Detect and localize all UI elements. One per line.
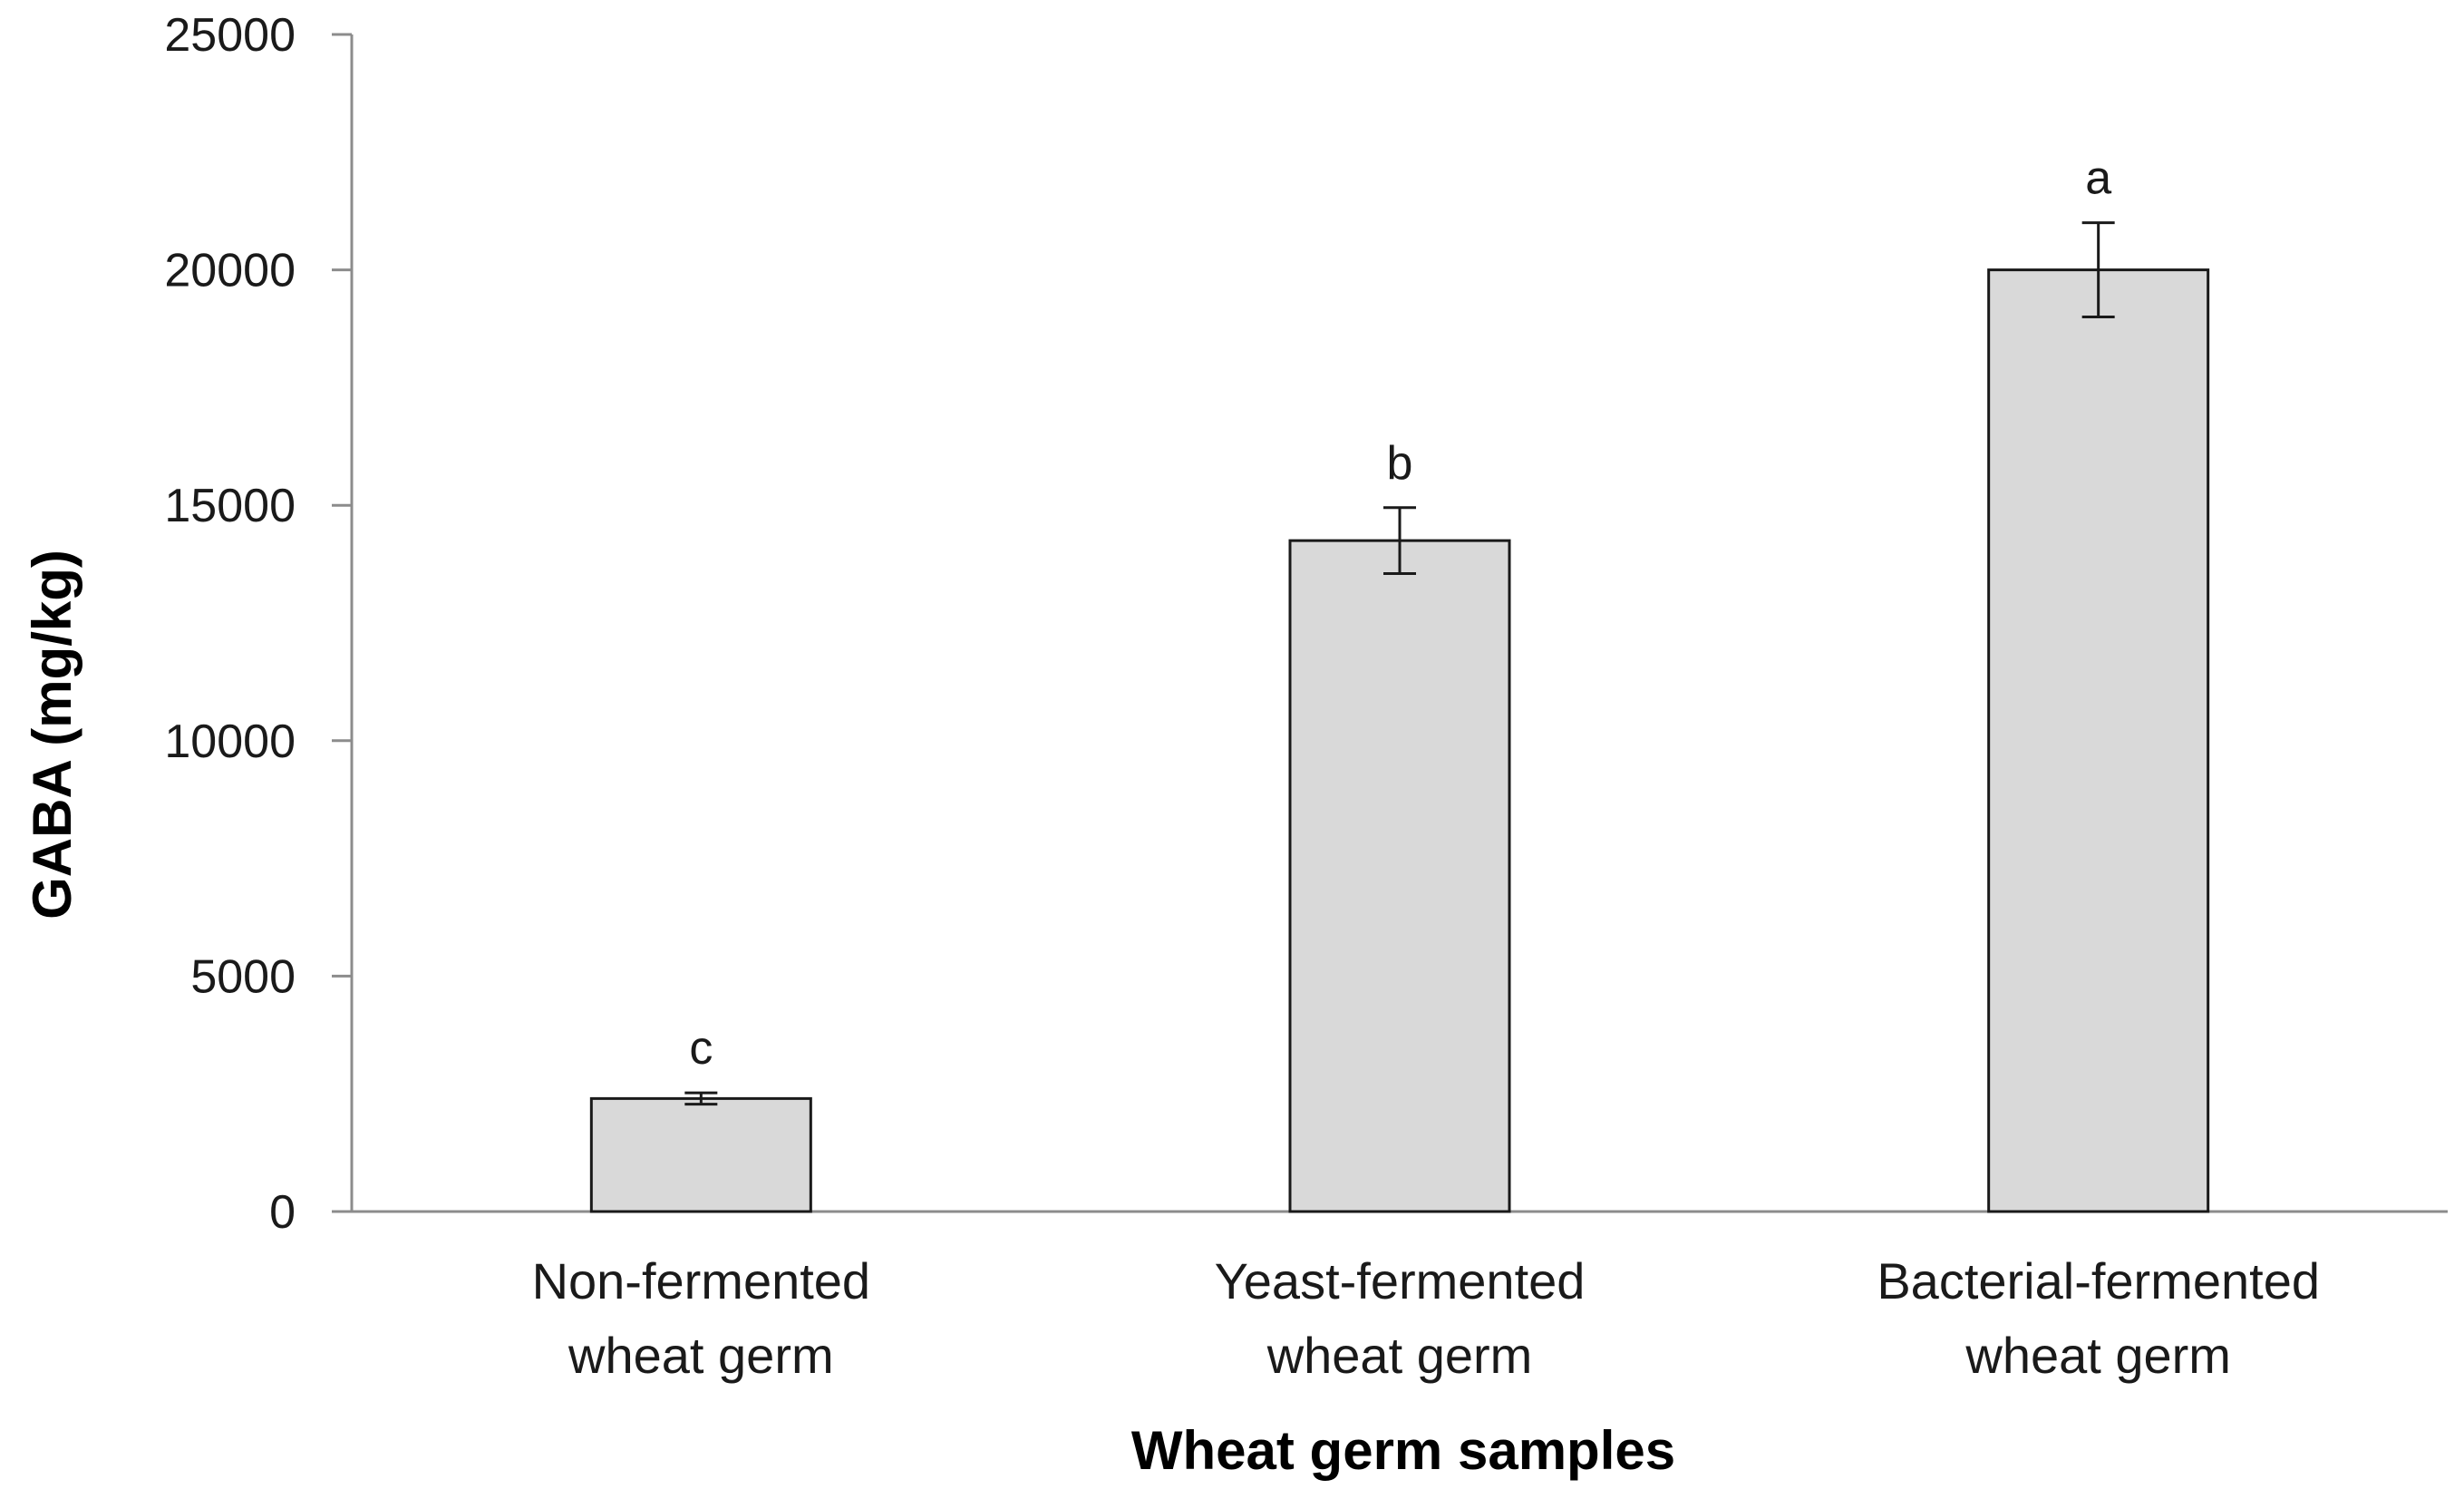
x-axis-title: Wheat germ samples [1131, 1420, 1675, 1481]
error-bar [684, 1091, 718, 1106]
category-label: wheat germ [567, 1327, 834, 1384]
y-tick-label: 20000 [164, 245, 296, 297]
bars [589, 268, 2210, 1213]
bar [1288, 539, 1511, 1213]
y-tick-label: 15000 [164, 480, 296, 532]
bar [1987, 268, 2210, 1213]
category-label: wheat germ [1266, 1327, 1533, 1384]
category-labels: Non-fermented wheat germ Yeast-fermented wh… [532, 1252, 2320, 1384]
significance-label: a [2085, 152, 2111, 205]
significance-label: b [1387, 437, 1413, 490]
bar [589, 1096, 812, 1213]
y-axis-title: GABA (mg/kg) [22, 550, 82, 920]
category-label: Bacterial-fermented [1877, 1252, 2320, 1309]
error-bar [1383, 506, 1416, 575]
error-bar [2081, 221, 2115, 319]
y-axis: 0 5000 10000 15000 20000 25000 [164, 9, 354, 1239]
y-tick-label: 25000 [164, 9, 296, 62]
category-label: Non-fermented [532, 1252, 871, 1309]
significance-labels: c b a [689, 152, 2111, 1075]
category-label: Yeast-fermented [1215, 1252, 1586, 1309]
y-tick-label: 10000 [164, 715, 296, 768]
error-bars [684, 221, 2115, 1106]
significance-label: c [689, 1022, 713, 1075]
y-tick-label: 5000 [190, 950, 296, 1003]
y-tick-label: 0 [269, 1186, 296, 1239]
category-label: wheat germ [1964, 1327, 2231, 1384]
